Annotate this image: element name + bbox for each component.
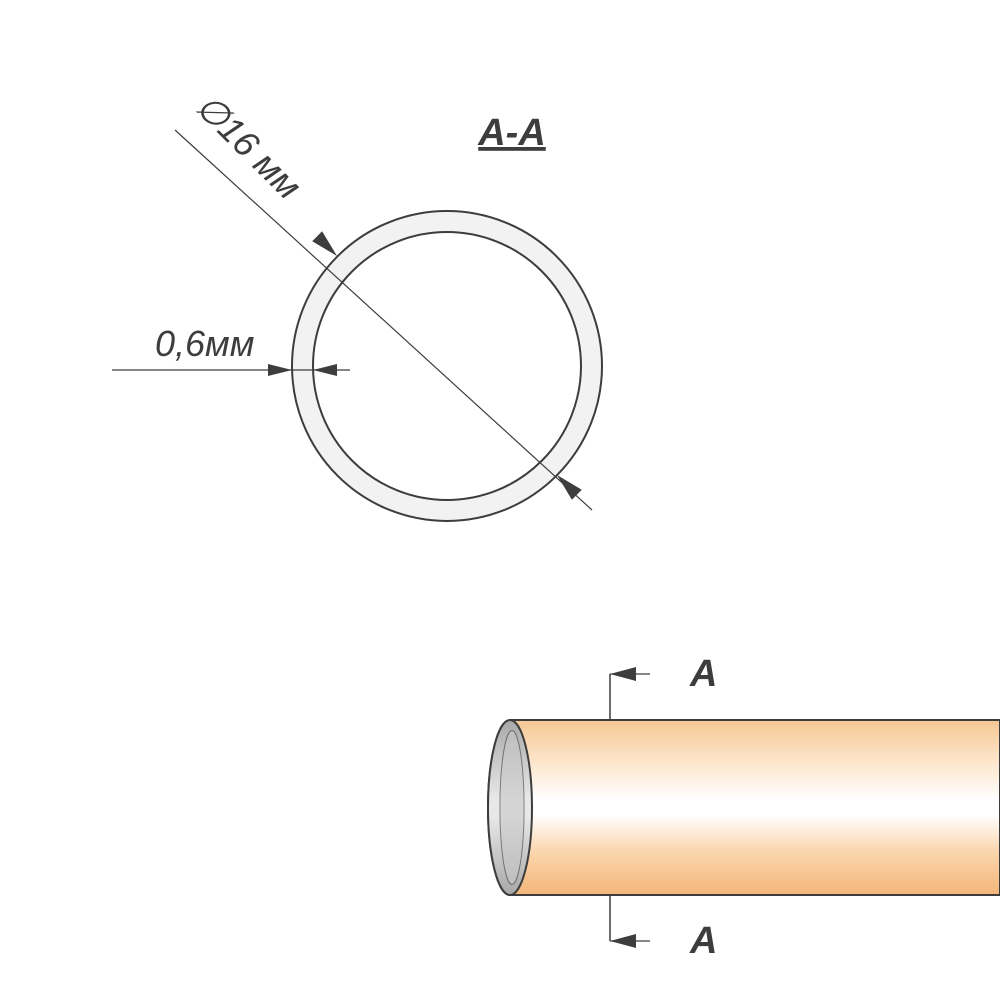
diagram-container: A-A ∅16 мм 0,6мм A A	[0, 0, 1000, 1000]
section-marker-bottom: A	[689, 920, 717, 962]
tube-body	[488, 720, 1000, 895]
section-title: A-A	[477, 112, 546, 154]
diameter-label: ∅16 мм	[188, 85, 310, 206]
technical-drawing: A-A ∅16 мм 0,6мм A A	[0, 0, 1000, 1000]
section-marker-top: A	[689, 653, 717, 695]
thickness-label: 0,6мм	[155, 323, 254, 364]
